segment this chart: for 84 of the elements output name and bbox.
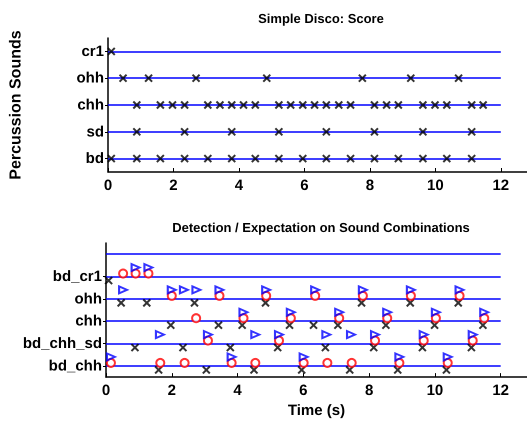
chart-title: Simple Disco: Score <box>258 11 384 26</box>
point <box>322 154 331 164</box>
point <box>132 127 142 136</box>
point <box>118 74 128 83</box>
point <box>132 100 142 110</box>
point <box>227 154 236 164</box>
point <box>346 154 356 164</box>
x-tick-label: 10 <box>426 382 444 400</box>
point <box>227 127 236 136</box>
point <box>418 127 428 136</box>
point <box>144 74 154 83</box>
point <box>442 100 452 110</box>
point <box>418 154 428 164</box>
point <box>274 154 284 164</box>
point <box>322 127 331 136</box>
point <box>358 74 367 83</box>
point <box>106 154 116 164</box>
point <box>262 74 272 83</box>
point <box>192 74 201 83</box>
point <box>274 127 284 136</box>
y-tick-label: ohh <box>74 290 102 308</box>
point <box>168 100 177 110</box>
x-tick-label: 10 <box>427 177 444 194</box>
x-tick-label: 8 <box>366 177 374 194</box>
y-tick-label: bd_chh_sd <box>22 335 102 352</box>
y-tick-label: sd <box>86 123 104 140</box>
point <box>203 154 212 164</box>
y-tick-label: bd <box>86 150 104 168</box>
chart-title: Detection / Expectation on Sound Combinations <box>172 220 470 235</box>
point <box>180 100 190 110</box>
point <box>406 74 416 83</box>
point <box>478 100 488 110</box>
x-tick-label: 8 <box>364 382 374 400</box>
point <box>334 100 344 110</box>
point <box>467 154 476 164</box>
x-tick-label: 4 <box>233 382 242 400</box>
point <box>322 100 331 110</box>
point <box>442 154 452 164</box>
y-axis-title: Percussion Sounds <box>8 30 24 180</box>
x-tick-label: 6 <box>299 382 308 400</box>
point <box>298 154 308 164</box>
y-tick-label: chh <box>75 312 102 330</box>
point <box>370 100 379 110</box>
x-tick-label: 2 <box>168 382 176 400</box>
y-tick-label: bd_chh <box>48 357 102 374</box>
point <box>454 74 464 83</box>
x-tick-label: 2 <box>169 177 178 194</box>
point <box>239 100 248 110</box>
point <box>132 154 142 164</box>
x-tick-label: 12 <box>492 382 510 400</box>
point <box>298 100 308 110</box>
y-tick-label: ohh <box>76 70 104 87</box>
y-tick-label: bd_cr1 <box>52 268 102 286</box>
point <box>370 154 379 164</box>
point <box>418 100 428 110</box>
point <box>180 154 190 164</box>
point <box>430 100 440 110</box>
point <box>250 154 260 164</box>
point <box>286 100 296 110</box>
point <box>346 100 356 110</box>
x-tick-label: 4 <box>234 177 244 194</box>
point <box>227 100 236 110</box>
x-tick-label: 6 <box>300 177 309 194</box>
y-tick-label: chh <box>77 96 104 114</box>
point <box>250 100 260 110</box>
point <box>394 154 403 164</box>
point <box>215 100 224 110</box>
point <box>467 100 476 110</box>
x-axis-title: Time (s) <box>288 402 346 419</box>
y-tick-label: cr1 <box>81 42 104 60</box>
point <box>156 154 165 164</box>
point <box>310 100 320 110</box>
x-tick-label: 0 <box>104 177 112 194</box>
point <box>370 127 379 136</box>
point <box>467 127 476 136</box>
point <box>106 46 116 56</box>
point <box>382 100 392 110</box>
x-tick-label: 12 <box>492 177 510 194</box>
point <box>203 100 212 110</box>
point <box>394 100 403 110</box>
point <box>156 100 165 110</box>
x-tick-label: 0 <box>102 382 110 400</box>
point <box>274 100 284 110</box>
point <box>180 127 190 136</box>
